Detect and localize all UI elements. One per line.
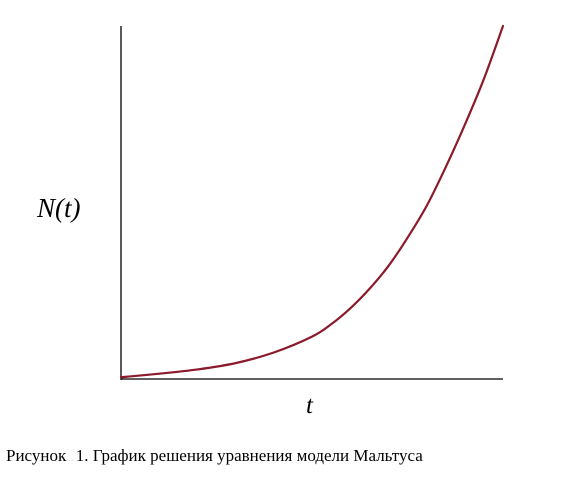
series-line [119,24,505,379]
x-axis-label: t [306,392,314,419]
y-axis-label: N(t) [36,193,81,223]
caption-separator: .. [68,452,74,464]
caption-text: 1. График решения уравнения модели Мальт… [75,446,423,465]
caption-prefix: Рисунок [6,446,67,465]
figure-caption: Рисунок.. 1. График решения уравнения мод… [6,446,557,466]
